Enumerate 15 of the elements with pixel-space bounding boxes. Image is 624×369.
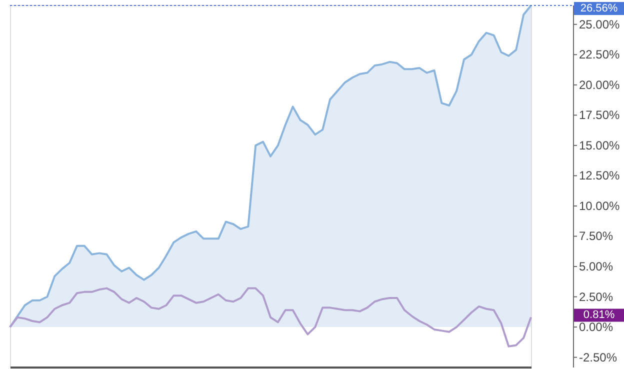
- y-tick-label: 12.50%: [579, 168, 620, 183]
- y-tick-label: 2.50%: [579, 290, 614, 304]
- line-series: [9, 287, 532, 348]
- y-tick-label: 7.50%: [579, 229, 614, 244]
- y-tick-label: -2.50%: [579, 350, 618, 364]
- y-tick-label: 17.50%: [579, 108, 620, 122]
- text: 0.81%: [583, 309, 615, 322]
- y-tick-label: 5.00%: [579, 260, 614, 274]
- y-tick-label: 10.00%: [579, 198, 620, 213]
- y-tick-label: 25.00%: [579, 17, 620, 32]
- ref-line-label: 26.56%: [580, 2, 618, 14]
- y-tick-label: 22.50%: [579, 48, 620, 62]
- y-tick-label: 15.00%: [579, 138, 620, 152]
- y-tick-label: 20.00%: [579, 78, 620, 92]
- y-tick-label: 0.00%: [579, 320, 614, 334]
